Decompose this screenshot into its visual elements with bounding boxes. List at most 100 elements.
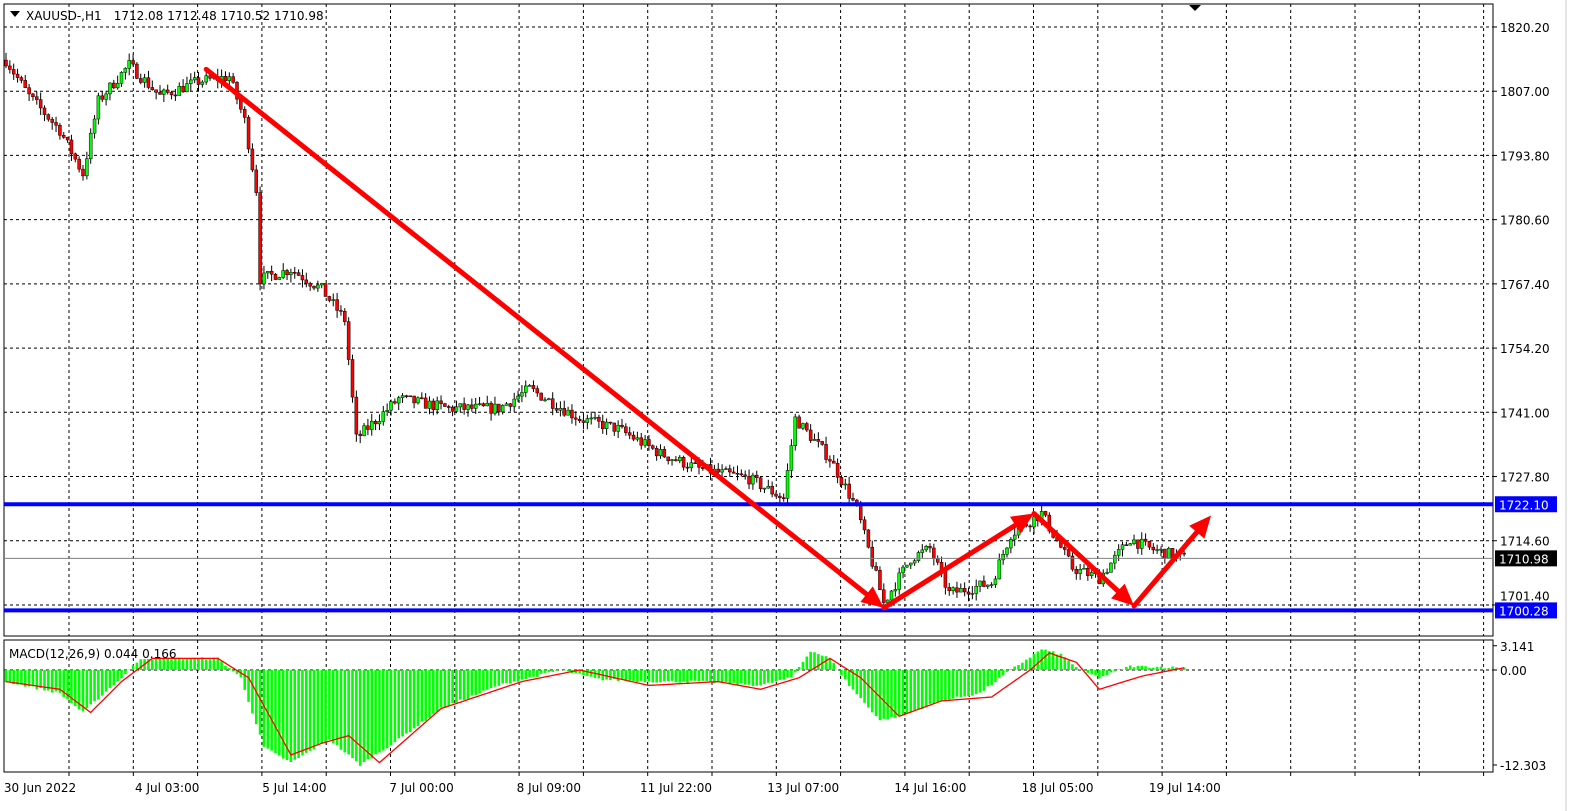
candle-bear (728, 468, 732, 473)
candle-bear (139, 78, 143, 83)
candle-bear (647, 439, 651, 446)
candle-bull (974, 585, 978, 594)
candle-bear (54, 122, 58, 126)
candle-bear (296, 272, 301, 276)
candle-bear (135, 63, 139, 79)
candle-bear (154, 89, 158, 93)
macd-title: MACD(12,26,9) 0.044 0.166 (9, 647, 176, 661)
candle-bear (27, 87, 31, 95)
candle-bull (616, 424, 620, 432)
candle-bear (778, 495, 782, 498)
candle-bear (758, 477, 763, 489)
y-tick-label: 1780.60 (1500, 214, 1550, 228)
candle-bull (316, 284, 320, 289)
candle-bear (735, 472, 740, 475)
candle-bull (766, 486, 771, 489)
y-tick-label: 1820.20 (1500, 21, 1550, 35)
x-tick-label: 14 Jul 16:00 (894, 781, 966, 795)
candle-bear (343, 311, 347, 322)
candle-bear (550, 398, 555, 409)
candle-bear (497, 403, 501, 413)
candle-bear (835, 463, 840, 478)
candle-bull (96, 95, 101, 120)
candle-bear (8, 65, 12, 70)
x-tick-label: 18 Jul 05:00 (1022, 781, 1094, 795)
candle-bull (227, 76, 232, 81)
candle-bear (489, 402, 493, 414)
candle-bear (62, 135, 66, 138)
candle-bear (878, 570, 882, 591)
candle-bull (1155, 549, 1159, 551)
trend-arrow-line (1131, 529, 1200, 609)
candle-bull (585, 418, 590, 423)
candle-bear (755, 474, 759, 479)
candle-bear (470, 404, 474, 409)
candle-bull (689, 462, 694, 468)
candle-bear (1147, 541, 1152, 548)
candle-bull (516, 395, 520, 400)
level-price-tag (1495, 496, 1557, 513)
candle-bull (85, 158, 89, 177)
x-tick-label: 13 Jul 07:00 (767, 781, 839, 795)
candle-bull (192, 77, 197, 81)
candle-bear (1070, 555, 1075, 570)
level-price-tag (1495, 602, 1557, 619)
candle-bull (266, 270, 270, 274)
candle-bear (450, 406, 455, 412)
candle-bull (793, 416, 797, 446)
candle-bull (901, 566, 905, 574)
candle-bear (4, 59, 8, 67)
candle-bear (1124, 544, 1129, 546)
candle-bull (635, 437, 640, 440)
candle-bull (319, 283, 324, 286)
candle-bull (435, 400, 439, 411)
candle-bear (1043, 511, 1048, 516)
candle-bull (951, 587, 955, 592)
candle-bear (112, 82, 116, 89)
candle-bear (531, 385, 536, 389)
candle-bull (142, 77, 147, 83)
candle-bull (558, 408, 563, 411)
candle-bull (119, 72, 124, 84)
candle-bear (42, 107, 47, 115)
candle-bear (774, 493, 778, 497)
y-tick-label: 1793.80 (1500, 149, 1550, 163)
candle-bull (277, 277, 282, 280)
candle-bear (662, 449, 667, 458)
candle-bull (524, 385, 528, 393)
candle-bull (920, 549, 925, 553)
candle-bull (477, 403, 482, 405)
candle-bull (466, 404, 470, 410)
candle-bull (281, 270, 285, 278)
candle-bull (1166, 548, 1171, 559)
candle-bear (747, 475, 751, 485)
y-tick-label: 1741.00 (1500, 406, 1550, 420)
candle-bear (1063, 547, 1067, 550)
candle-bull (289, 272, 293, 276)
candle-bull (331, 299, 335, 301)
candle-bear (693, 462, 697, 465)
arrow-head-icon (1189, 515, 1212, 539)
candle-bull (670, 459, 674, 461)
candle-bear (639, 437, 643, 446)
candle-bear (339, 310, 343, 312)
candle-bull (427, 400, 432, 409)
candle-bear (58, 124, 62, 136)
candle-bull (989, 584, 994, 586)
candle-bear (654, 448, 659, 457)
candle-bull (751, 474, 755, 485)
candle-bull (1032, 516, 1036, 528)
candle-bull (566, 409, 570, 416)
candle-bull (204, 75, 208, 83)
candle-bull (520, 392, 524, 397)
candle-bear (366, 425, 370, 430)
candle-bear (847, 483, 851, 499)
candle-bull (678, 456, 682, 462)
macd-y-tick-label: -12.303 (1500, 759, 1546, 773)
x-tick-label: 8 Jul 09:00 (517, 781, 581, 795)
candle-bear (46, 114, 51, 120)
candle-bull (801, 423, 805, 429)
candle-bear (947, 587, 951, 592)
